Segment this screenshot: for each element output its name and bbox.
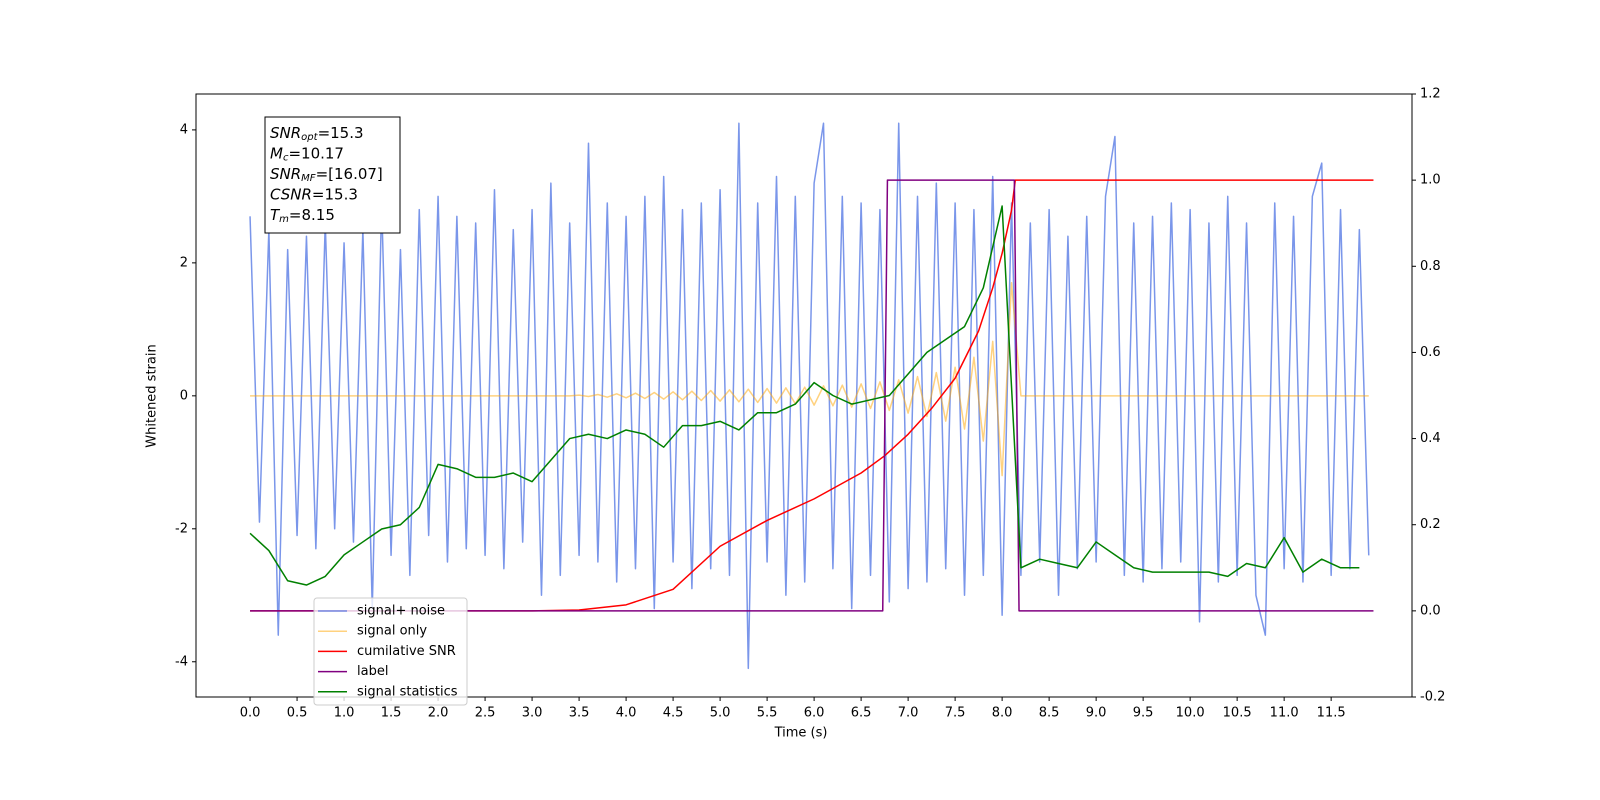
series-line	[249, 205, 1360, 586]
annotation-text: =10.17	[288, 144, 344, 162]
x-tick-label: 3.5	[569, 706, 590, 721]
y2-tick-label: 0.4	[1420, 431, 1441, 446]
x-tick-label: 8.5	[1039, 706, 1060, 721]
legend-label: signal statistics	[357, 684, 458, 699]
y2-tick-label: 1.2	[1420, 87, 1441, 102]
x-tick-label: 8.0	[992, 706, 1013, 721]
annotation-text: =15.3	[312, 185, 358, 203]
annotation-symbol: SNR	[270, 165, 301, 183]
x-tick-label: 0.5	[287, 706, 308, 721]
x-tick-label: 7.0	[898, 706, 919, 721]
x-tick-label: 9.5	[1133, 706, 1154, 721]
x-tick-label: 11.0	[1270, 706, 1299, 721]
annotation: Mc=10.17	[270, 144, 344, 164]
y2-tick-label: 0.2	[1420, 517, 1441, 532]
annotation-symbol: M	[270, 144, 283, 162]
annotation-subscript: MF	[301, 173, 316, 184]
series-line	[249, 122, 1370, 670]
y2-tick-label: 0.8	[1420, 259, 1441, 274]
annotation-text: =[16.07]	[316, 165, 383, 183]
y-tick-label: 2	[180, 255, 188, 270]
y-tick-label: -2	[175, 521, 188, 536]
annotation-symbol: SNR	[270, 124, 301, 142]
x-tick-label: 3.0	[522, 706, 543, 721]
annotation-symbol: T	[270, 206, 281, 224]
x-tick-label: 7.5	[945, 706, 966, 721]
legend-label: cumilative SNR	[357, 644, 456, 659]
annotation-subscript: m	[279, 214, 289, 225]
x-tick-label: 11.5	[1317, 706, 1346, 721]
x-tick-label: 1.0	[334, 706, 355, 721]
y-tick-label: 0	[180, 388, 188, 403]
annotation: SNRopt=15.3	[270, 124, 364, 144]
y2-tick-label: 1.0	[1420, 173, 1441, 188]
annotation-symbol: CSNR	[270, 185, 312, 203]
y2-tick-label: 0.6	[1420, 345, 1441, 360]
x-tick-label: 4.5	[663, 706, 684, 721]
x-axis-label: Time (s)	[774, 726, 828, 741]
annotation-subscript: c	[283, 153, 289, 164]
y-tick-label: 4	[180, 122, 188, 137]
series-line	[250, 179, 1374, 612]
x-tick-label: 0.0	[240, 706, 261, 721]
x-tick-label: 5.0	[710, 706, 731, 721]
x-tick-label: 1.5	[381, 706, 402, 721]
x-tick-label: 2.5	[475, 706, 496, 721]
annotation: SNRMF=[16.07]	[270, 165, 383, 185]
x-tick-label: 5.5	[757, 706, 778, 721]
x-tick-label: 6.5	[851, 706, 872, 721]
legend-label: label	[357, 664, 388, 679]
x-tick-label: 10.0	[1176, 706, 1205, 721]
annotation-box	[264, 116, 401, 234]
x-tick-label: 6.0	[804, 706, 825, 721]
series-line	[250, 282, 1369, 477]
annotation-subscript: opt	[301, 132, 318, 143]
x-tick-label: 4.0	[616, 706, 637, 721]
x-tick-label: 2.0	[428, 706, 449, 721]
series-line	[250, 179, 1374, 612]
y2-tick-label: -0.2	[1420, 690, 1445, 705]
annotation-text: =8.15	[289, 206, 335, 224]
y2-tick-label: 0.0	[1420, 603, 1441, 618]
y-tick-label: -4	[175, 654, 188, 669]
annotation-text: =15.3	[318, 124, 364, 142]
x-tick-label: 9.0	[1086, 706, 1107, 721]
x-tick-label: 10.5	[1223, 706, 1252, 721]
legend-label: signal+ noise	[357, 604, 445, 619]
legend-label: signal only	[357, 624, 427, 639]
legend-box	[313, 597, 468, 706]
annotation: CSNR=15.3	[270, 185, 358, 203]
annotation: Tm=8.15	[270, 206, 335, 226]
y-axis-label: Whitened strain	[145, 344, 160, 447]
